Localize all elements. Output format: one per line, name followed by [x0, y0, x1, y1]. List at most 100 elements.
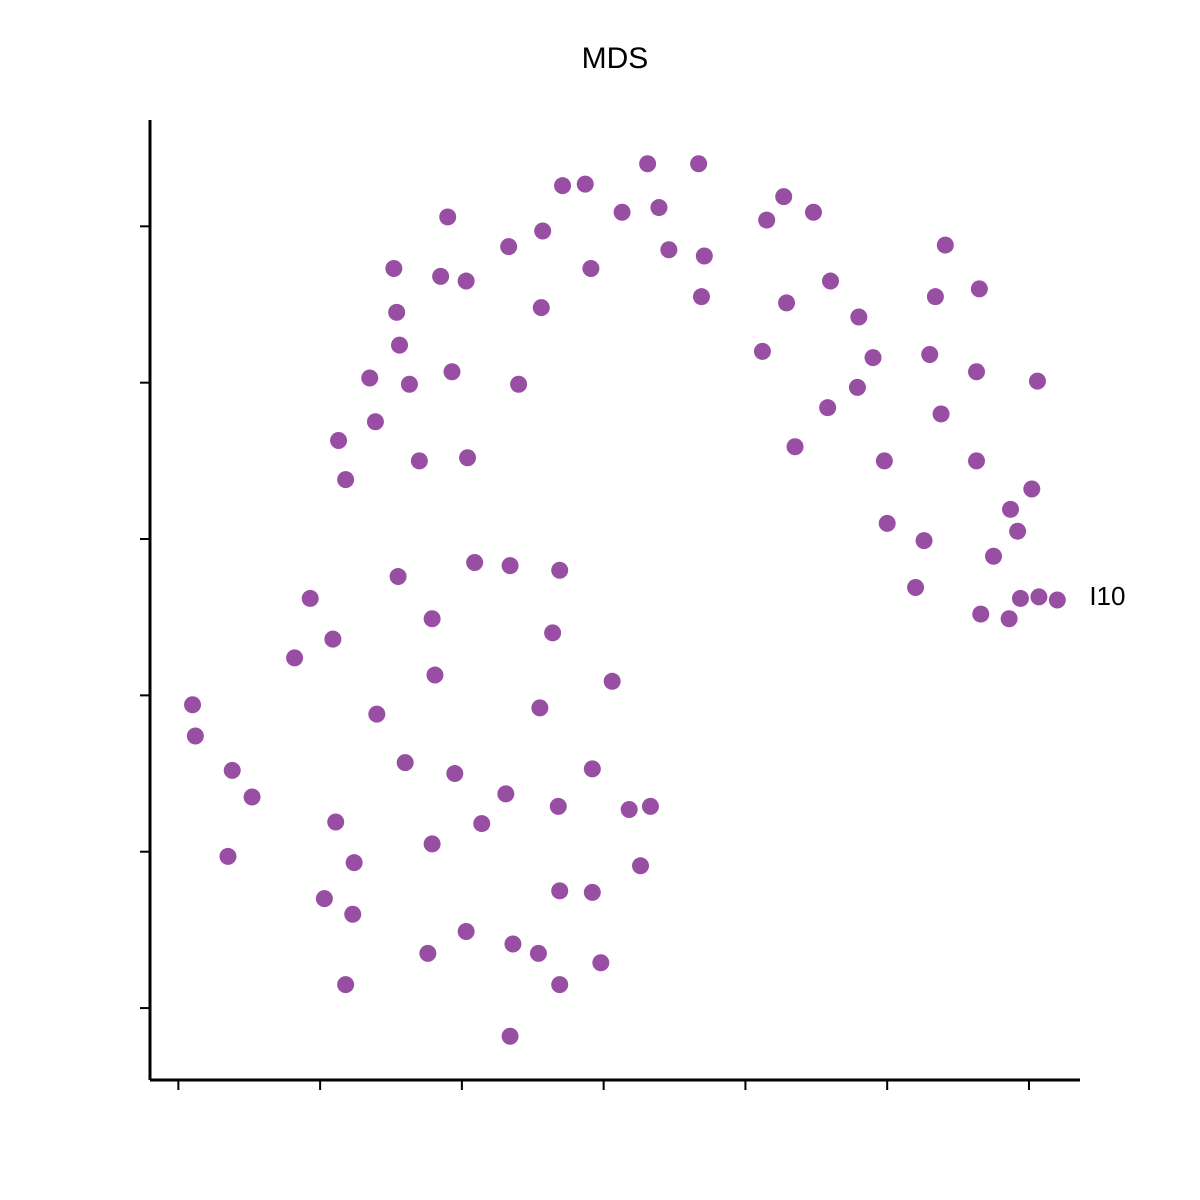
point — [337, 976, 355, 994]
point — [1011, 589, 1029, 607]
point — [419, 944, 437, 962]
point — [544, 624, 562, 642]
point — [692, 288, 710, 306]
point — [473, 815, 491, 833]
point — [315, 890, 333, 908]
point — [972, 605, 990, 623]
point — [423, 610, 441, 628]
point — [501, 557, 519, 575]
point — [554, 177, 572, 195]
point — [223, 761, 241, 779]
point — [1000, 610, 1018, 628]
point — [439, 208, 457, 226]
point — [501, 1027, 519, 1045]
point — [219, 847, 237, 865]
point — [1002, 500, 1020, 518]
point — [388, 303, 406, 321]
point — [366, 413, 384, 431]
point — [391, 336, 409, 354]
point — [968, 363, 986, 381]
point — [457, 272, 475, 290]
point — [337, 471, 355, 489]
point — [690, 155, 708, 173]
point — [804, 203, 822, 221]
point — [878, 514, 896, 532]
point — [361, 369, 379, 387]
point — [1028, 372, 1046, 390]
point — [443, 363, 461, 381]
point — [632, 857, 650, 875]
point — [551, 882, 569, 900]
point — [389, 568, 407, 586]
point — [549, 797, 567, 815]
point — [396, 754, 414, 772]
point — [1023, 480, 1041, 498]
point — [620, 801, 638, 819]
point — [1009, 522, 1027, 540]
point — [753, 342, 771, 360]
point — [327, 813, 345, 831]
point — [504, 935, 522, 953]
point — [184, 696, 202, 714]
point — [457, 922, 475, 940]
point — [641, 797, 659, 815]
point — [819, 399, 837, 417]
point — [1030, 588, 1048, 606]
point — [534, 222, 552, 240]
point — [432, 267, 450, 285]
point — [660, 241, 678, 259]
point — [821, 272, 839, 290]
point — [932, 405, 950, 423]
point — [345, 854, 363, 872]
point — [466, 553, 484, 571]
point — [850, 308, 868, 326]
point — [968, 452, 986, 470]
point — [497, 785, 515, 803]
annotation: I10 — [1089, 581, 1125, 611]
point — [529, 944, 547, 962]
point — [970, 280, 988, 298]
point — [532, 299, 550, 317]
point — [875, 452, 893, 470]
point — [186, 727, 204, 745]
point — [915, 532, 933, 550]
point — [551, 561, 569, 579]
point — [426, 666, 444, 684]
point — [921, 346, 939, 364]
point — [446, 765, 464, 783]
point — [985, 547, 1003, 565]
point — [613, 203, 631, 221]
point — [848, 378, 866, 396]
point — [400, 375, 418, 393]
point — [603, 672, 621, 690]
point — [695, 247, 713, 265]
point — [582, 260, 600, 278]
point — [500, 238, 518, 256]
point — [368, 705, 386, 723]
point — [324, 630, 342, 648]
point — [1048, 591, 1066, 609]
point — [385, 260, 403, 278]
point — [775, 188, 793, 206]
point — [926, 288, 944, 306]
point — [344, 905, 362, 923]
point — [864, 349, 882, 367]
point — [936, 236, 954, 254]
point — [778, 294, 796, 312]
point — [639, 155, 657, 173]
point — [243, 788, 261, 806]
chart-title: MDS — [582, 42, 649, 75]
point — [531, 699, 549, 717]
point — [510, 375, 528, 393]
point — [786, 438, 804, 456]
point — [301, 589, 319, 607]
point — [907, 578, 925, 596]
point — [459, 449, 477, 467]
point — [286, 649, 304, 667]
point — [650, 199, 668, 217]
point — [330, 432, 348, 450]
point — [551, 976, 569, 994]
point — [423, 835, 441, 853]
point — [576, 175, 594, 193]
